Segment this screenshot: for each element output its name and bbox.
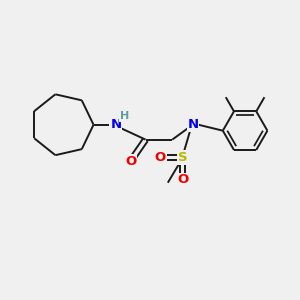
Text: N: N — [188, 118, 199, 131]
Text: O: O — [125, 155, 136, 168]
Text: H: H — [119, 111, 129, 122]
Text: O: O — [177, 173, 188, 186]
Text: S: S — [178, 151, 188, 164]
Text: O: O — [155, 151, 166, 164]
Text: N: N — [110, 118, 122, 131]
